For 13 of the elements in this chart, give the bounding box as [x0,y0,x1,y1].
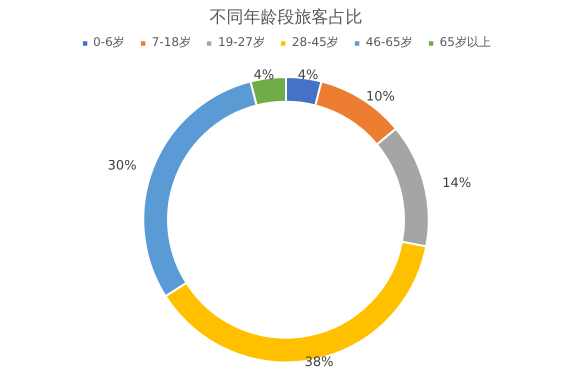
data-label: 30% [108,158,137,174]
legend-label: 46-65岁 [366,34,413,51]
chart-title: 不同年龄段旅客占比 [210,8,362,28]
legend-label: 65岁以上 [440,34,491,51]
data-label: 4% [298,68,318,83]
data-label: 4% [254,68,274,83]
legend-label: 7-18岁 [152,34,191,51]
legend-label: 28-45岁 [292,34,339,51]
data-label: 10% [366,89,395,104]
data-label: 38% [304,355,334,370]
legend-label: 0-6岁 [93,34,125,51]
legend-label: 19-27岁 [218,34,265,51]
data-label: 14% [442,176,472,192]
